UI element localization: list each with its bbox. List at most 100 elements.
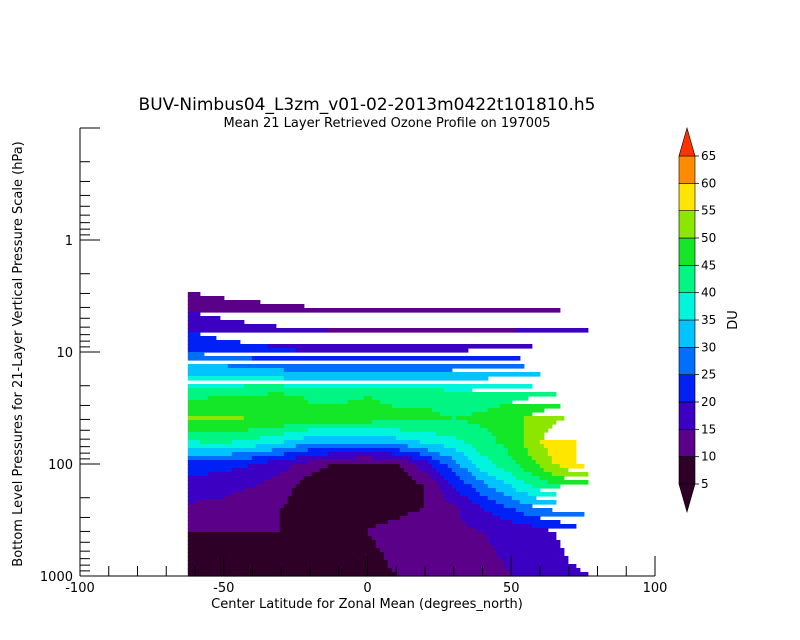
contour-cell (467, 468, 481, 473)
chart-title: BUV-Nimbus04_L3zm_v01-02-2013m0422t10181… (139, 95, 596, 115)
contour-cell (519, 500, 557, 505)
contour-cell (243, 488, 293, 493)
contour-cell (267, 460, 309, 465)
contour-cell (231, 440, 285, 445)
contour-cell (427, 460, 441, 465)
contour-cell (455, 504, 481, 509)
colorbar-segment (678, 319, 696, 348)
contour-cell (379, 400, 513, 405)
contour-cell (391, 568, 509, 573)
contour-cell (427, 448, 457, 453)
colorbar-extend-max (678, 126, 696, 157)
contour-cell (543, 444, 577, 449)
contour-cell (423, 484, 441, 489)
contour-cell (539, 464, 561, 469)
contour-cell (503, 504, 533, 509)
contour-cell (187, 424, 285, 429)
contour-cell (531, 524, 577, 529)
contour-cell (307, 460, 409, 465)
contour-cell (243, 384, 285, 389)
contour-cell (491, 544, 561, 549)
contour-cell (187, 364, 229, 369)
contour-cell (255, 484, 297, 489)
colorbar-segment (678, 155, 696, 184)
contour-cell (467, 496, 489, 501)
contour-cell (247, 464, 293, 469)
contour-cell (435, 468, 453, 473)
contour-cell (443, 388, 473, 393)
colorbar: 5 10 15 20 25 30 35 40 45 50 55 60 65 (678, 126, 716, 514)
contour-cell (407, 512, 461, 517)
contour-cell (387, 564, 505, 569)
contour-cell (479, 424, 525, 429)
contour-cell (487, 540, 561, 545)
contour-cell (531, 484, 561, 489)
contour-cell (399, 448, 429, 453)
contour-cell (187, 496, 225, 501)
contour-cell (467, 456, 489, 461)
colorbar-segment (678, 265, 696, 293)
contour-cell (419, 468, 437, 473)
contour-cell (371, 536, 489, 541)
contour-cell (515, 460, 537, 465)
contour-cell (459, 492, 481, 497)
contour-cell (247, 428, 309, 433)
contour-cell (519, 464, 541, 469)
contour-cell (471, 484, 489, 489)
contour-cell (371, 456, 413, 461)
contour-cell (355, 456, 373, 461)
contour-cell (283, 504, 425, 509)
contour-cell (207, 396, 305, 401)
contour-cell (363, 396, 373, 401)
contour-cell (287, 500, 425, 505)
contour-cell (479, 492, 505, 497)
contour-cell (399, 516, 461, 521)
contour-cell (471, 412, 533, 417)
contour-cell (199, 440, 233, 445)
x-tick-label: 100 (643, 581, 668, 596)
contour-cell (187, 312, 201, 317)
contour-cell (267, 344, 533, 349)
contour-cell (187, 504, 285, 509)
contour-cell (503, 468, 525, 473)
contour-cell (423, 488, 441, 493)
colorbar-segment (678, 237, 696, 266)
contour-cell (479, 504, 505, 509)
colorbar-segment (678, 347, 696, 375)
contour-cell (195, 500, 289, 505)
contour-cell (455, 460, 473, 465)
contour-cell (187, 508, 281, 513)
colorbar-tick-label: 15 (701, 422, 716, 436)
contour-cell (419, 452, 441, 457)
contour-cell (483, 480, 505, 485)
contour-cell (187, 472, 209, 477)
contour-cell (283, 392, 557, 397)
contour-cell (539, 476, 565, 481)
contour-cell (387, 520, 465, 525)
contour-cell (187, 532, 369, 537)
contour-cell (187, 300, 261, 305)
contour-cell (283, 432, 437, 437)
contour-cell (459, 464, 477, 469)
contour-cell (187, 464, 249, 469)
contour-cell (431, 408, 489, 413)
contour-cell (499, 404, 561, 409)
colorbar-tick-label: 40 (701, 286, 716, 300)
colorbar-tick-label: 35 (701, 313, 716, 327)
contour-cell (427, 472, 441, 477)
contour-cell (187, 416, 245, 421)
contour-cell (283, 424, 481, 429)
contour-cell (475, 464, 497, 469)
contour-cell (487, 428, 525, 433)
contour-cell (187, 308, 561, 313)
contour-cell (187, 468, 233, 473)
contour-cell (391, 404, 501, 409)
contour-cell (551, 456, 577, 461)
contour-cell (187, 448, 273, 453)
contour-cell (187, 460, 269, 465)
contour-cell (251, 356, 521, 361)
contour-cell (187, 488, 245, 493)
contour-cell (507, 452, 529, 457)
contour-cell (295, 348, 469, 353)
contour-cell (187, 292, 201, 297)
